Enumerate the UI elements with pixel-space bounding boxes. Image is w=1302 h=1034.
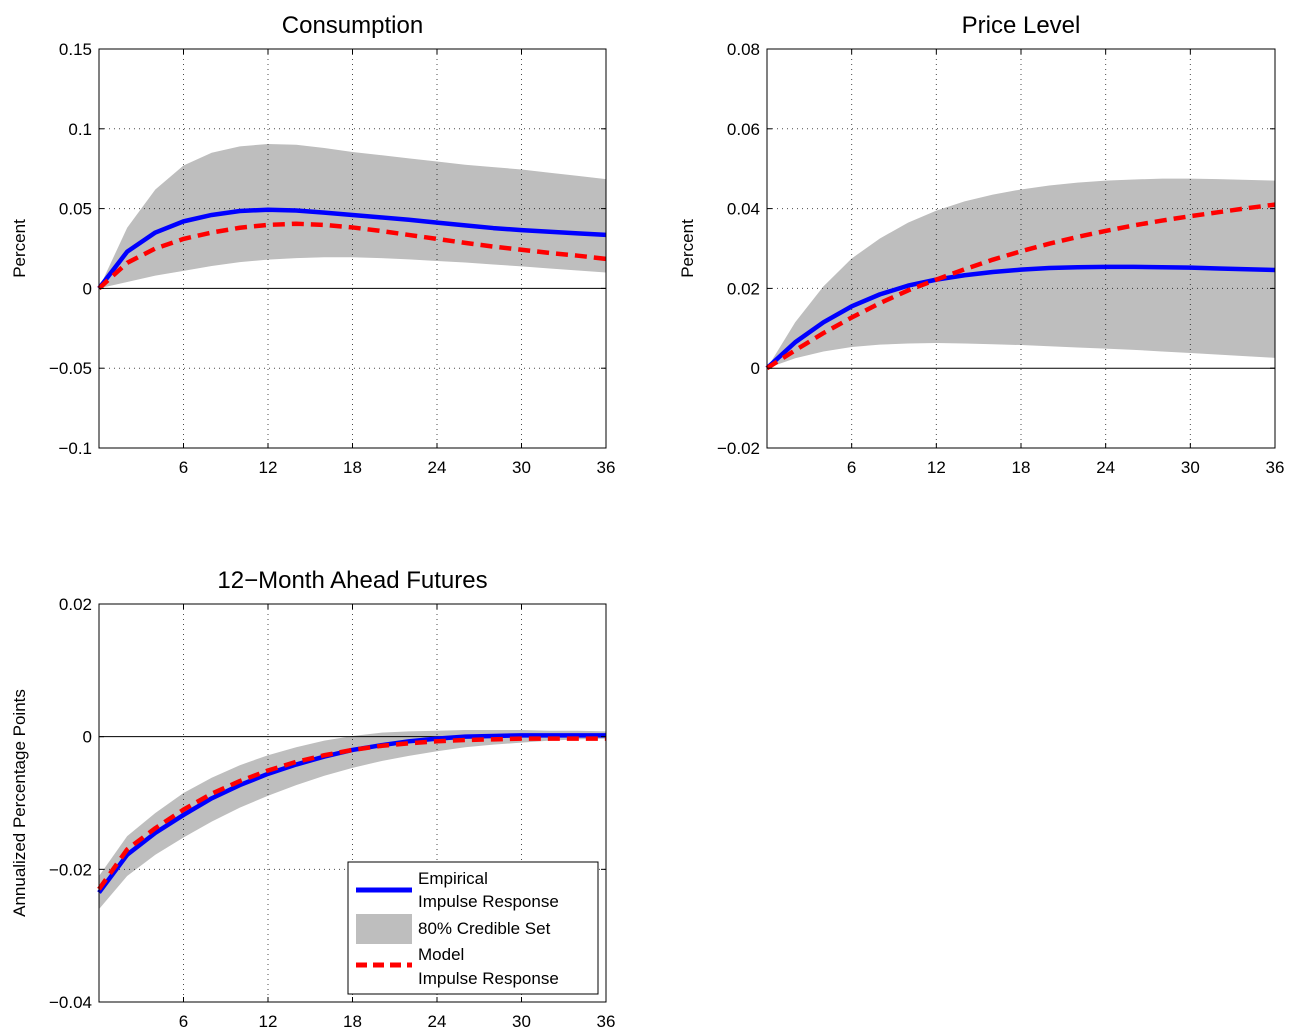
y-tick-label: −0.04 [49,993,92,1012]
y-tick-label: 0.04 [727,200,760,219]
y-axis-label: Percent [10,219,29,278]
credible-set-band [767,178,1275,369]
empirical-series-line [97,207,607,290]
legend-empirical-label-2: Impulse Response [418,892,559,911]
y-tick-label: 0.05 [59,200,92,219]
credible-set-band [99,730,606,910]
chart-title: 12−Month Ahead Futures [217,567,487,594]
x-tick-label: 24 [428,1012,447,1031]
empirical-series-line [765,264,1276,370]
chart-title: Consumption [282,12,423,39]
y-tick-label: 0.1 [68,120,92,139]
x-tick-label: 24 [428,458,447,477]
empirical-series-line [97,733,606,894]
y-tick-label: −0.02 [49,860,92,879]
y-tick-label: 0 [751,359,760,378]
y-tick-label: 0.06 [727,120,760,139]
x-tick-label: 6 [179,1012,188,1031]
y-tick-label: 0.15 [59,40,92,59]
model-series-line [765,202,1276,371]
x-tick-label: 12 [259,1012,278,1031]
x-tick-label: 24 [1096,458,1115,477]
x-tick-label: 36 [1266,458,1285,477]
y-axis-label: Annualized Percentage Points [10,689,29,917]
y-tick-label: 0.08 [727,40,760,59]
chart-panel-1: 6 12 18 24 30 36 −0.1 −0.05 0 0.05 0.1 0.15 Consumpt… [10,12,615,477]
y-tick-label: 0 [83,728,92,747]
chart-panel-2: 6 12 18 24 30 36 −0.02 0 0.02 0.04 0.06 0.08 Price L… [678,12,1284,477]
x-tick-label: 36 [597,1012,616,1031]
x-tick-label: 18 [1012,458,1031,477]
legend: Empirical Impulse Response 80% Credible Se… [347,861,599,995]
x-tick-label: 6 [847,458,856,477]
legend-empirical-label-1: Empirical [418,869,488,888]
legend-band-swatch [356,914,412,944]
x-tick-label: 30 [512,458,531,477]
legend-band-label: 80% Credible Set [418,919,551,938]
chart-title: Price Level [962,12,1081,39]
x-tick-label: 36 [597,458,616,477]
x-tick-label: 12 [259,458,278,477]
x-tick-label: 18 [343,458,362,477]
model-series-line [97,221,607,291]
legend-model-label-2: Impulse Response [418,969,559,988]
model-series-line [97,736,606,891]
y-tick-label: 0 [83,279,92,298]
x-tick-label: 12 [927,458,946,477]
y-tick-label: −0.1 [58,439,92,458]
y-tick-label: −0.05 [49,359,92,378]
x-tick-label: 18 [343,1012,362,1031]
y-tick-label: 0.02 [727,279,760,298]
legend-model-label-1: Model [418,945,464,964]
y-tick-label: 0.02 [59,595,92,614]
x-tick-label: 30 [1181,458,1200,477]
y-tick-label: −0.02 [717,439,760,458]
x-tick-label: 6 [179,458,188,477]
x-tick-label: 30 [512,1012,531,1031]
y-axis-label: Percent [678,219,697,278]
